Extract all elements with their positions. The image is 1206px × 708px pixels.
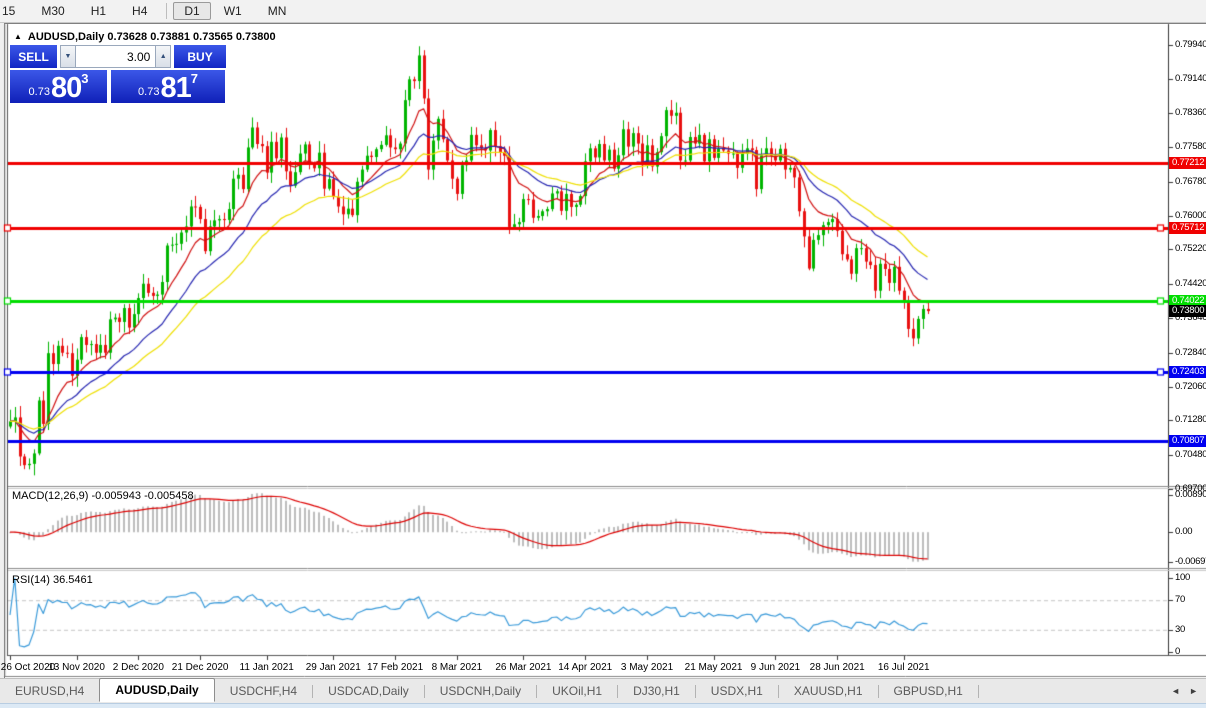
- triangle-down-icon: ▼: [64, 53, 72, 60]
- buy-price-prefix: 0.73: [138, 86, 160, 98]
- buy-price-main: 81: [160, 72, 191, 104]
- buy-price-pip: 7: [190, 71, 198, 86]
- buy-button[interactable]: BUY: [174, 45, 227, 68]
- sell-price-pip: 3: [81, 71, 89, 86]
- sell-price-main: 80: [50, 72, 82, 104]
- triangle-up-icon: ▲: [159, 53, 167, 60]
- buy-price-display[interactable]: 0.73 81 7: [111, 70, 225, 103]
- volume-decrease-button[interactable]: ▼: [60, 45, 75, 68]
- volume-input[interactable]: 3.00: [74, 45, 157, 68]
- sell-button[interactable]: SELL: [10, 45, 58, 68]
- sell-price-prefix: 0.73: [28, 86, 50, 98]
- sell-price-display[interactable]: 0.73 80 3: [10, 70, 107, 103]
- one-click-trading-widget: SELL ▼ 3.00 ▲ BUY 0.73 80 3 0.73 81 7: [10, 45, 227, 103]
- volume-increase-button[interactable]: ▲: [156, 45, 172, 68]
